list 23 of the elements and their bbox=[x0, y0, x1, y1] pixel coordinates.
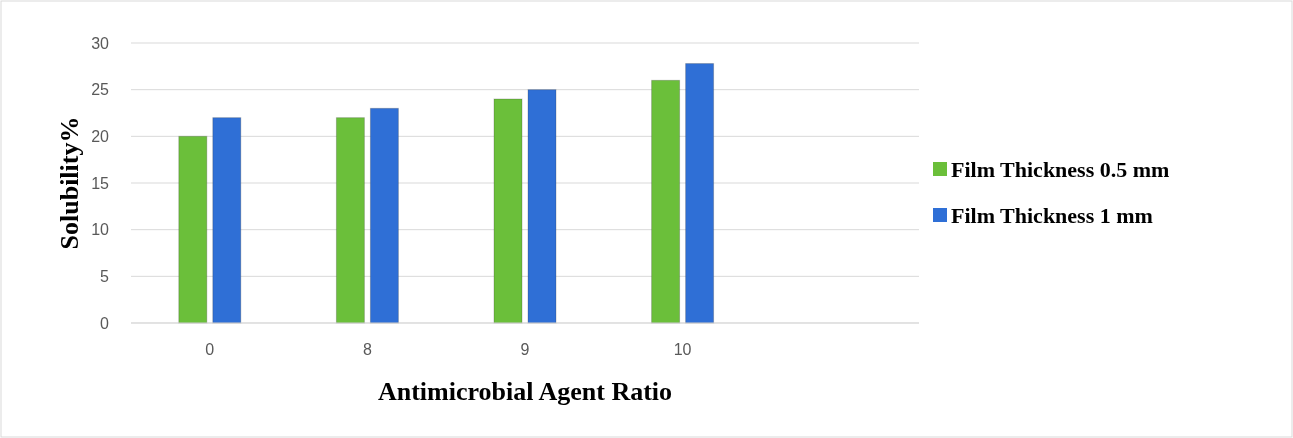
bar bbox=[685, 63, 715, 324]
y-tick-label: 0 bbox=[100, 314, 110, 332]
y-tick-label: 15 bbox=[91, 174, 110, 192]
y-tick-label: 25 bbox=[91, 81, 110, 99]
y-tick-label: 30 bbox=[91, 34, 110, 52]
legend-label: Film Thickness 0.5 mm bbox=[951, 156, 1170, 182]
x-tick-label: 8 bbox=[362, 341, 372, 358]
y-tick-label: 5 bbox=[100, 267, 110, 285]
x-axis-title: Antimicrobial Agent Ratio bbox=[377, 377, 673, 406]
x-tick-label: 0 bbox=[205, 341, 215, 358]
bar bbox=[335, 117, 365, 324]
bar bbox=[651, 79, 681, 324]
x-tick-label: 10 bbox=[673, 341, 692, 358]
y-tick-label: 10 bbox=[91, 221, 110, 239]
bar bbox=[178, 135, 208, 324]
bar bbox=[369, 107, 399, 324]
bar bbox=[212, 117, 242, 324]
bar bbox=[493, 98, 523, 324]
y-tick-label: 20 bbox=[91, 127, 110, 145]
x-tick-label: 9 bbox=[520, 341, 530, 358]
bar bbox=[527, 89, 557, 324]
y-axis-title: Solubility% bbox=[55, 116, 84, 250]
legend-label: Film Thickness 1 mm bbox=[951, 202, 1153, 228]
